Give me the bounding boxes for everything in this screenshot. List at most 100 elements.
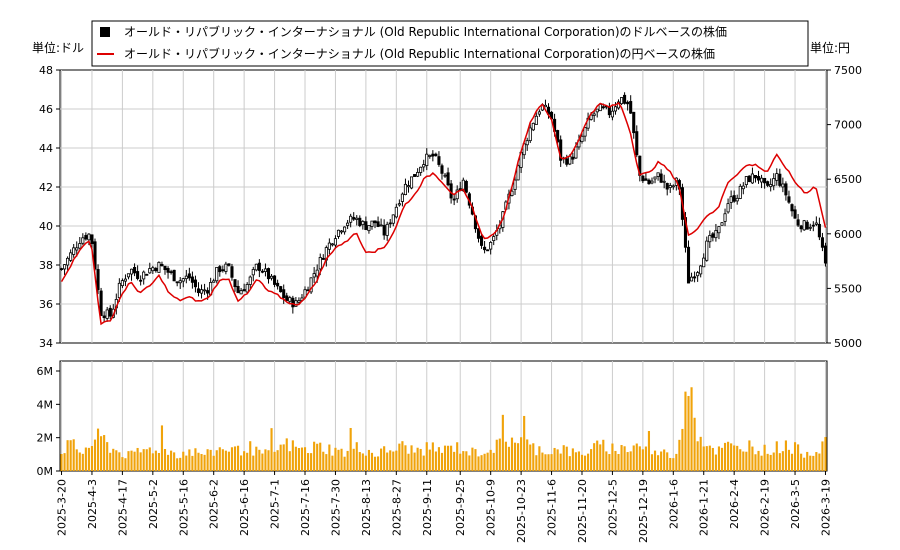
candle-body bbox=[276, 282, 280, 287]
volume-bar bbox=[279, 444, 282, 471]
candle-body bbox=[163, 265, 167, 271]
candle-body bbox=[309, 277, 313, 293]
volume-bar bbox=[766, 453, 769, 471]
candle-body bbox=[650, 180, 654, 184]
volume-bar bbox=[373, 456, 377, 471]
volume-bar bbox=[419, 448, 422, 471]
volume-bar bbox=[127, 451, 130, 471]
candle-body bbox=[814, 222, 818, 225]
candle-body bbox=[212, 280, 216, 283]
volume-bar bbox=[708, 445, 711, 471]
candle-body bbox=[729, 196, 733, 203]
volume-bar bbox=[434, 451, 437, 471]
candle-body bbox=[793, 209, 797, 219]
candle-body bbox=[510, 190, 514, 196]
candle-body bbox=[157, 261, 161, 273]
volume-bar bbox=[577, 451, 581, 471]
candle-body bbox=[568, 155, 572, 165]
candle-body bbox=[802, 220, 806, 231]
candle-body bbox=[343, 226, 347, 233]
volume-bar bbox=[711, 447, 714, 471]
volume-bar bbox=[163, 449, 167, 471]
x-tick-label: 2025-7-16 bbox=[299, 479, 312, 536]
volume-bar bbox=[139, 452, 142, 471]
volume-bar bbox=[182, 451, 185, 471]
left-tick-label: 34 bbox=[39, 337, 53, 350]
volume-bar bbox=[331, 455, 334, 471]
candle-body bbox=[72, 247, 76, 255]
candle-body bbox=[790, 204, 794, 212]
volume-tick-label: 4M bbox=[37, 398, 54, 411]
candle-body bbox=[59, 268, 64, 271]
candle-body bbox=[81, 237, 85, 244]
candle-body bbox=[336, 229, 341, 237]
candle-body bbox=[400, 193, 404, 202]
candle-body bbox=[595, 108, 599, 113]
volume-bar bbox=[480, 455, 483, 471]
volume-bar bbox=[596, 440, 599, 471]
candle-body bbox=[291, 297, 295, 308]
volume-bar bbox=[742, 451, 745, 471]
candle-body bbox=[534, 115, 538, 125]
volume-bar bbox=[346, 450, 349, 471]
candle-body bbox=[346, 222, 350, 226]
volume-bar bbox=[160, 425, 164, 471]
candle-body bbox=[388, 222, 392, 225]
volume-bar bbox=[376, 456, 380, 471]
volume-bar bbox=[684, 391, 687, 471]
volume-bar bbox=[608, 454, 611, 471]
candle-body bbox=[196, 288, 201, 294]
candle-body bbox=[108, 307, 112, 317]
candle-body bbox=[117, 282, 121, 299]
volume-bar bbox=[310, 453, 313, 471]
x-tick-label: 2026-1-21 bbox=[698, 479, 711, 536]
volume-bar bbox=[635, 443, 638, 471]
candle-body bbox=[455, 189, 459, 200]
volume-bar bbox=[118, 452, 121, 471]
volume-bar bbox=[714, 454, 717, 471]
volume-bar bbox=[440, 452, 444, 471]
candle-body bbox=[142, 271, 146, 280]
left-tick-label: 38 bbox=[39, 259, 53, 272]
candle-body bbox=[154, 268, 158, 272]
volume-bar bbox=[124, 458, 127, 471]
volume-bar bbox=[273, 451, 276, 471]
volume-bar bbox=[553, 447, 556, 471]
left-tick-label: 48 bbox=[39, 64, 53, 77]
candle-body bbox=[781, 183, 785, 188]
volume-bar bbox=[653, 450, 657, 471]
candle-body bbox=[190, 276, 194, 283]
volume-bar bbox=[647, 430, 651, 471]
x-tick-label: 2025-9-25 bbox=[454, 479, 467, 536]
candle-body bbox=[434, 153, 438, 156]
candle-body bbox=[75, 247, 79, 251]
volume-bar bbox=[526, 439, 529, 471]
volume-bar bbox=[218, 447, 221, 471]
volume-bar bbox=[112, 448, 115, 471]
volume-bar bbox=[699, 436, 702, 471]
volume-bar bbox=[294, 446, 297, 471]
candle-body bbox=[391, 214, 395, 224]
candle-body bbox=[483, 246, 487, 251]
volume-bar bbox=[507, 446, 511, 471]
volume-bar bbox=[66, 440, 69, 471]
candle-body bbox=[556, 130, 560, 143]
volume-bar bbox=[523, 415, 526, 471]
volume-bar bbox=[650, 454, 654, 471]
candle-body bbox=[90, 234, 94, 245]
candle-body bbox=[778, 173, 782, 186]
candle-body bbox=[671, 185, 675, 188]
volume-bar bbox=[739, 449, 742, 471]
volume-bar bbox=[166, 454, 170, 471]
candle-body bbox=[537, 111, 541, 115]
candle-body bbox=[96, 269, 100, 291]
volume-bar bbox=[471, 447, 474, 471]
candle-body bbox=[330, 243, 334, 246]
candle-body bbox=[647, 179, 651, 185]
candle-body bbox=[139, 279, 143, 282]
volume-bar bbox=[447, 445, 450, 471]
x-tick-label: 2025-9-11 bbox=[421, 479, 434, 536]
volume-bar bbox=[270, 428, 273, 471]
volume-bar bbox=[197, 452, 200, 471]
candle-body bbox=[410, 176, 414, 189]
